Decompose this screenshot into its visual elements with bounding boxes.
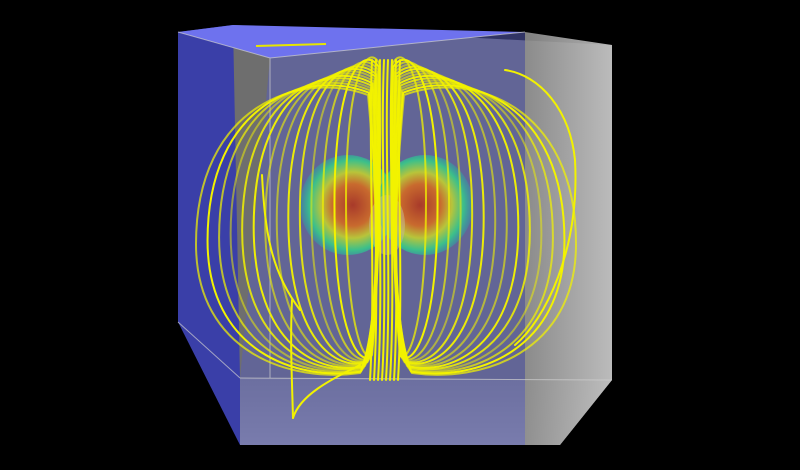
field-line	[373, 59, 378, 381]
box-left-face	[178, 25, 240, 445]
field-line	[385, 59, 390, 381]
field-line	[393, 59, 398, 381]
box-top-face	[178, 25, 525, 58]
streamline-fragment	[255, 43, 327, 47]
field-line	[194, 86, 377, 376]
field-line	[377, 59, 382, 381]
field-line	[292, 364, 361, 419]
field-streamlines	[194, 56, 578, 419]
field-line	[369, 59, 374, 381]
field-line	[397, 59, 402, 381]
field-line	[381, 59, 386, 381]
field-line	[389, 59, 394, 381]
field-line	[261, 174, 301, 311]
field-line	[504, 69, 577, 346]
field-line	[290, 299, 294, 419]
